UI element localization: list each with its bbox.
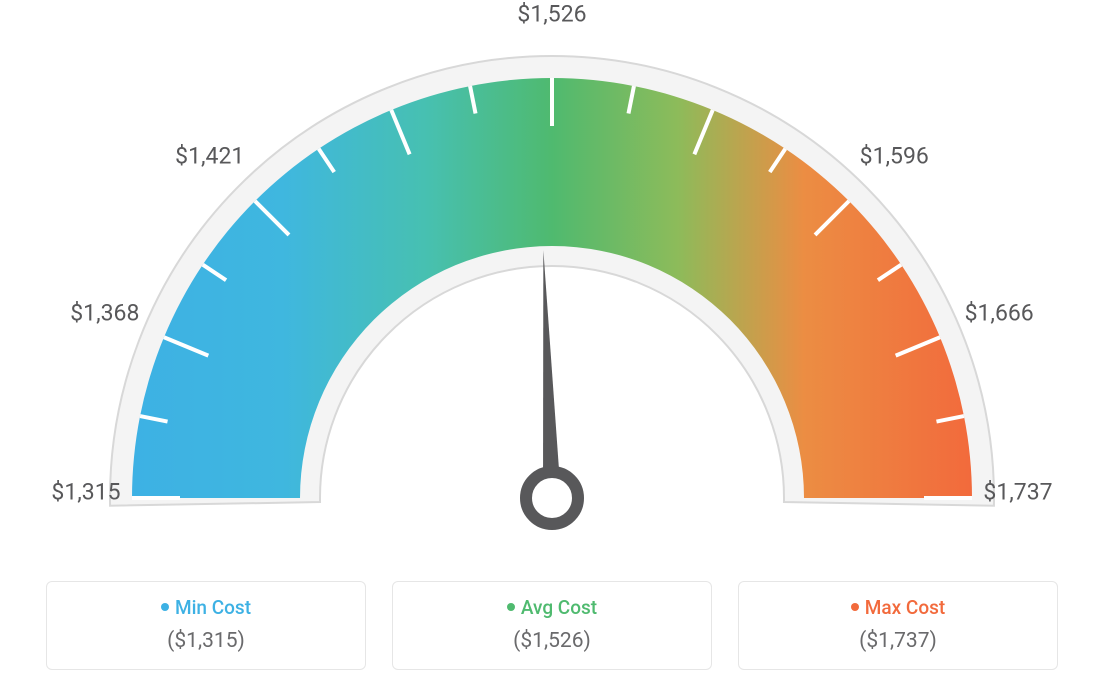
- legend-title-min-text: Min Cost: [175, 596, 251, 619]
- legend-card-max: Max Cost ($1,737): [738, 581, 1058, 670]
- gauge-tick-label: $1,368: [70, 299, 139, 326]
- dot-icon-min: [161, 603, 169, 611]
- legend-value-min: ($1,315): [57, 629, 355, 653]
- legend-title-avg: Avg Cost: [403, 596, 701, 619]
- gauge-svg: [0, 0, 1104, 560]
- dot-icon-avg: [507, 603, 515, 611]
- gauge-tick-label: $1,666: [965, 299, 1034, 326]
- cost-gauge: $1,315 $1,368 $1,421 $1,526 $1,596 $1,666 $1,7…: [0, 0, 1104, 560]
- legend-title-max-text: Max Cost: [865, 596, 945, 619]
- legend-value-max: ($1,737): [749, 629, 1047, 653]
- legend-title-avg-text: Avg Cost: [521, 596, 597, 619]
- dot-icon-max: [851, 603, 859, 611]
- legend-row: Min Cost ($1,315) Avg Cost ($1,526) Max …: [0, 581, 1104, 670]
- legend-title-min: Min Cost: [57, 596, 355, 619]
- gauge-tick-label: $1,526: [517, 1, 586, 28]
- gauge-tick-label: $1,315: [51, 479, 120, 506]
- legend-title-max: Max Cost: [749, 596, 1047, 619]
- gauge-tick-label: $1,596: [860, 142, 929, 169]
- gauge-tick-label: $1,737: [983, 479, 1052, 506]
- gauge-tick-label: $1,421: [175, 142, 244, 169]
- legend-value-avg: ($1,526): [403, 629, 701, 653]
- legend-card-min: Min Cost ($1,315): [46, 581, 366, 670]
- legend-card-avg: Avg Cost ($1,526): [392, 581, 712, 670]
